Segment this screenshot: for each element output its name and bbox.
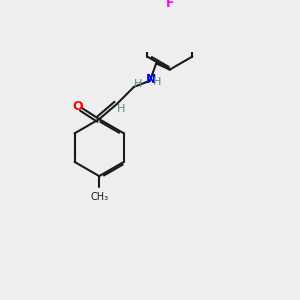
Text: H: H <box>153 77 162 87</box>
Text: CH₃: CH₃ <box>90 192 108 202</box>
Text: N: N <box>146 74 156 86</box>
Text: H: H <box>134 79 142 89</box>
Text: H: H <box>117 104 125 114</box>
Text: F: F <box>166 0 174 10</box>
Text: O: O <box>72 100 83 113</box>
